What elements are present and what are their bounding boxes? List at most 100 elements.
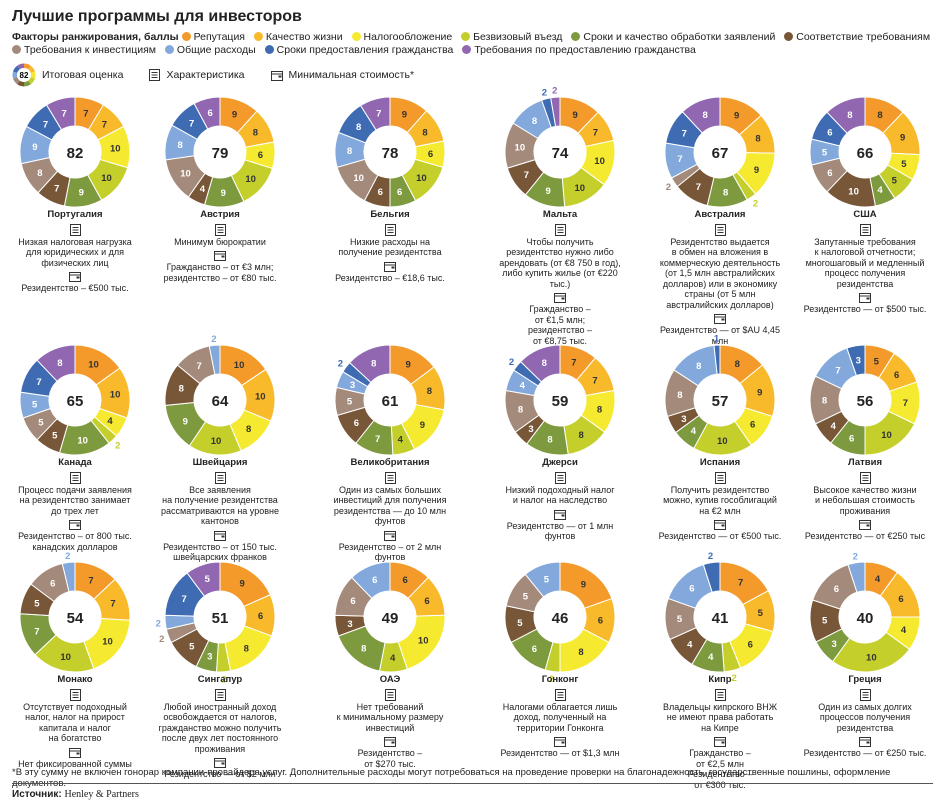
slice-value-label: 6 (827, 168, 832, 179)
wallet-icon (69, 747, 81, 758)
country-name: Австрия (200, 209, 240, 220)
slice-value-label: 4 (708, 652, 714, 663)
total-score: 54 (67, 610, 84, 627)
cost-text: Резидентство – €500 тыс. (21, 283, 129, 293)
slice-value-label: 5 (517, 618, 523, 629)
donut-chart: 8 9 6 10 43 8 8 1 57 (664, 334, 776, 456)
feature-text: Запутанные требования к налоговой отчетн… (805, 236, 925, 289)
legend-swatch (164, 45, 174, 54)
document-icon (714, 688, 726, 701)
slice-value-label: 5 (189, 642, 195, 653)
total-score-label: Итоговая оценка (42, 69, 124, 81)
country-name: Сингапур (197, 674, 243, 685)
slice-value-label: 8 (677, 390, 682, 401)
wallet-icon (554, 293, 566, 303)
slice-value-label: 6 (827, 127, 832, 138)
document-icon (149, 69, 161, 81)
legend-item-label: Требования по предоставлению гражданства (474, 44, 696, 56)
country-card: 9 6 8 2 6 5 5 5 46 Гонконг Налогами облагается лиш… (490, 557, 630, 759)
document-icon (554, 223, 566, 236)
wallet-icon (554, 737, 566, 747)
total-score: 41 (712, 610, 729, 627)
source: Источник: Henley & Partners (12, 789, 139, 800)
donut-slice (351, 561, 391, 600)
slice-value-label: 8 (578, 647, 583, 658)
total-score: 67 (712, 145, 729, 162)
country-name: Испания (699, 457, 741, 468)
slice-value-label: 8 (696, 361, 701, 372)
slice-value-label: 3 (832, 639, 837, 650)
slice-value-label: 3 (681, 414, 686, 425)
slice-value-label: 4 (200, 184, 206, 195)
donut-slice (847, 561, 866, 593)
slice-value-label: 8 (542, 358, 547, 369)
cost-text: Гражданство – от €1,5 млн; резидентство … (527, 304, 593, 346)
document-icon (859, 688, 871, 701)
slice-value-label: 7 (738, 578, 743, 589)
document-icon (69, 223, 81, 236)
legend-item-label: Соответствие требованиям (796, 31, 931, 43)
slice-value-label: 5 (892, 175, 898, 186)
slice-value-label: 6 (397, 187, 402, 198)
slice-value-label: 9 (239, 579, 244, 590)
total-score: 49 (382, 610, 399, 627)
cost-text: Нет фиксированной суммы (18, 758, 132, 769)
legend-item: Качество жизни (253, 31, 343, 43)
slice-value-label: 7 (189, 119, 194, 130)
slice-value-label: 5 (758, 608, 764, 619)
slice-value-label: 6 (258, 611, 263, 622)
slice-value-label: 10 (88, 360, 99, 371)
donut-chart: 10 10 8 10 9 8 7 2 64 (164, 334, 276, 456)
slice-value-label: 6 (424, 596, 429, 607)
document-icon (384, 688, 396, 701)
wallet-icon (384, 261, 396, 272)
legend-item: Безвизовый въезд (461, 31, 562, 43)
slice-value-label: 7 (593, 128, 598, 139)
slice-value-label: 6 (898, 594, 903, 605)
slice-value-label: 2 (708, 551, 713, 562)
feature-text: Получить резидентство можно, купив гособ… (663, 484, 777, 516)
feature-text: Низкие расходы на получение резидентства (338, 236, 442, 258)
slice-value-label: 8 (597, 405, 602, 416)
total-score: 64 (212, 393, 229, 410)
slice-value-label: 6 (748, 639, 753, 650)
country-card: 8 9 5 5 4 10 6 5 6 8 66 США Запутанные требования к … (795, 92, 935, 315)
slice-value-label: 10 (594, 156, 605, 167)
slice-value-label: 8 (244, 643, 249, 654)
slice-value-label: 2 (542, 88, 547, 99)
total-score: 82 (67, 145, 84, 162)
slice-value-label: 9 (900, 132, 905, 143)
donut-chart: 7 5 6 2 4 4 5 6 2 41 (664, 551, 776, 684)
total-score: 74 (552, 145, 569, 162)
slice-value-label: 10 (180, 169, 191, 180)
wallet-icon (714, 314, 726, 324)
slice-value-label: 9 (402, 110, 407, 121)
slice-value-label: 6 (208, 108, 213, 119)
cost-text: Резидентство – от 150 тыс. швейцарских ф… (163, 541, 277, 563)
slice-value-label: 5 (32, 399, 38, 410)
slice-value-label: 10 (245, 174, 256, 185)
country-name: Мальта (542, 209, 578, 220)
slice-value-label: 3 (350, 380, 355, 391)
slice-value-label: 8 (178, 140, 183, 151)
slice-value-label: 8 (253, 128, 258, 139)
country-name: Великобритания (350, 457, 430, 468)
legend-swatch (462, 45, 472, 54)
slice-value-label: 7 (835, 365, 840, 376)
slice-value-label: 10 (110, 144, 121, 155)
slice-value-label: 2 (853, 551, 858, 562)
donut-slice (45, 96, 76, 131)
slice-value-label: 2 (115, 440, 120, 451)
document-icon (384, 471, 396, 484)
donut-slice (193, 96, 221, 130)
country-name: Канада (58, 457, 92, 468)
country-name: Кипр (708, 674, 732, 685)
slice-value-label: 5 (874, 357, 880, 368)
wallet-icon (214, 758, 226, 768)
cost-text: Резидентство — от $500 тыс. (803, 304, 927, 314)
slice-value-label: 2 (509, 357, 514, 368)
